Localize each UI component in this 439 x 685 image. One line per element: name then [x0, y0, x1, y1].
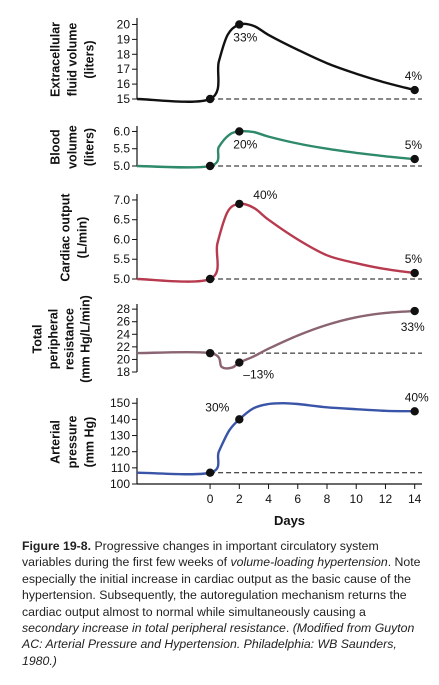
data-point: [235, 20, 244, 29]
y-axis-label-line: volume: [65, 125, 79, 169]
y-tick-label: 18: [117, 365, 131, 379]
x-tick-label: 8: [324, 492, 331, 506]
y-tick-label: 120: [110, 445, 130, 459]
y-axis-label-line: (mm Hg): [82, 417, 96, 468]
y-tick-label: 5.0: [113, 159, 130, 173]
percent-annotation: 30%: [205, 400, 229, 414]
x-tick-label: 12: [379, 492, 393, 506]
y-tick-label: 5.5: [113, 142, 130, 156]
y-tick-label: 7.0: [113, 193, 130, 207]
y-tick-label: 15: [117, 92, 131, 106]
y-axis-label-line: peripheral: [46, 309, 60, 369]
caption-text-2: . Note especially the initial increase i…: [22, 555, 421, 619]
y-axis-label-line: resistance: [62, 308, 76, 370]
y-tick-label: 140: [110, 412, 130, 426]
y-tick-label: 110: [111, 461, 130, 475]
y-tick-label: 19: [117, 32, 131, 46]
panel-3: 7.0 6.5 6.0 5.5 5.0 Cardiac output (L/min) 40% 5…: [58, 188, 422, 286]
y-axis-label-line: Arterial: [48, 420, 62, 464]
y-tick-label: 24: [117, 327, 131, 341]
percent-annotation: 4%: [405, 69, 423, 83]
x-axis-label: Days: [274, 513, 305, 528]
percent-annotation: –13%: [243, 368, 274, 382]
y-tick-label: 6.5: [113, 213, 130, 227]
caption-text-1: Progressive changes in important circula…: [22, 539, 379, 570]
y-tick-label: 6.0: [113, 232, 130, 246]
y-tick-label: 150: [110, 396, 130, 410]
x-axis: 0 2 4 6 8 10 12 14 Days: [137, 483, 422, 528]
y-tick-label: 130: [110, 429, 130, 443]
y-tick-label: 17: [117, 62, 131, 76]
series-line: [136, 22, 416, 103]
data-point: [235, 358, 244, 367]
y-tick-label: 20: [117, 352, 131, 366]
data-point: [410, 85, 419, 95]
x-tick-label: 0: [207, 492, 214, 506]
y-axis-label-line: Extracellular: [48, 22, 62, 97]
x-tick-label: 4: [265, 492, 272, 506]
series-line: [136, 309, 415, 370]
series-line: [136, 202, 415, 283]
series-line: [136, 402, 415, 476]
y-tick-label: 18: [117, 47, 131, 61]
y-tick-label: 28: [117, 302, 131, 316]
x-tick-label: 10: [350, 492, 364, 506]
percent-annotation: 20%: [233, 137, 257, 151]
x-tick-label: 6: [294, 492, 301, 506]
y-axis-label-line: Cardiac output: [58, 193, 72, 282]
data-point: [235, 127, 244, 136]
data-point: [205, 348, 215, 358]
data-point: [205, 94, 215, 104]
panel-2: 6.0 5.5 5.0 Blood volume (liters) 20% 5%: [48, 124, 422, 173]
panel-5: 150 140 130 120 110 100 Arterial pressure (mm Hg…: [48, 390, 429, 491]
caption-italic-1: volume-loading hypertension: [230, 555, 388, 570]
y-tick-label: 16: [117, 77, 131, 91]
percent-annotation: 40%: [405, 390, 429, 404]
data-point: [205, 161, 215, 171]
caption-italic-2: secondary increase in total peripheral r…: [22, 621, 286, 636]
series-line: [136, 130, 415, 169]
percent-annotation: 40%: [253, 188, 277, 202]
data-point: [410, 306, 419, 316]
y-axis-label-line: (L/min): [75, 217, 89, 259]
y-tick-label: 20: [117, 17, 131, 31]
data-point: [235, 415, 244, 424]
y-tick-label: 22: [117, 340, 131, 354]
percent-annotation: 33%: [233, 30, 257, 44]
y-axis-label-line: (mm Hg/L/min): [78, 295, 92, 383]
y-axis-label-line: (liters): [82, 128, 96, 166]
caption-italic-3: (Modified from Guyton AC: Arterial Press…: [22, 621, 415, 668]
x-tick-label: 2: [236, 492, 243, 506]
y-axis-label-line: (liters): [82, 40, 96, 78]
y-tick-label: 26: [117, 315, 131, 329]
percent-annotation: 5%: [405, 252, 423, 266]
percent-annotation: 33%: [401, 320, 425, 334]
data-point: [235, 199, 244, 209]
y-axis-label-line: Blood: [48, 129, 62, 164]
caption-text-3: .: [285, 621, 293, 636]
percent-annotation: 5%: [405, 138, 423, 152]
figure-caption: Figure 19-8. Progressive changes in impo…: [22, 538, 424, 669]
y-axis-label-line: fluid volume: [65, 23, 79, 97]
data-point: [410, 154, 419, 164]
data-point: [410, 268, 419, 278]
y-axis-label-line: Total: [30, 325, 44, 354]
caption-figure-number: Figure 19-8.: [22, 539, 92, 553]
y-tick-label: 5.0: [113, 272, 130, 286]
y-tick-label: 5.5: [113, 252, 130, 266]
data-point: [205, 274, 215, 284]
y-axis-label-line: pressure: [65, 416, 79, 469]
x-tick-label: 14: [408, 492, 422, 506]
y-tick-label: 6.0: [113, 124, 130, 138]
y-tick-label: 100: [110, 477, 130, 491]
data-point: [205, 468, 215, 477]
data-point: [410, 407, 419, 416]
